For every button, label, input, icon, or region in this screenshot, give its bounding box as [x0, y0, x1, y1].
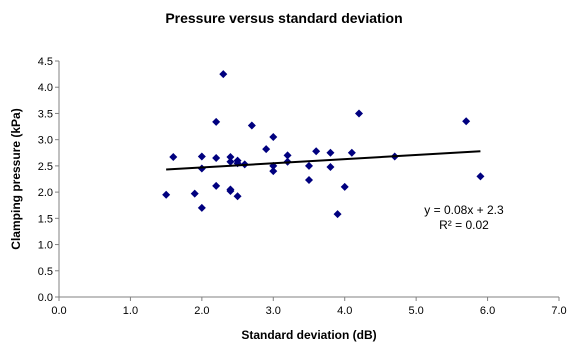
data-point	[333, 210, 342, 219]
data-point	[269, 133, 278, 142]
x-tick-label: 5.0	[408, 305, 423, 317]
trendline-group	[166, 150, 481, 171]
y-tick-label: 2.0	[38, 187, 53, 199]
data-points	[162, 70, 485, 219]
data-point	[169, 152, 178, 161]
trendline	[166, 150, 481, 171]
chart-title: Pressure versus standard deviation	[165, 10, 402, 26]
x-axis-title: Standard deviation (dB)	[241, 328, 376, 342]
x-axis-ticks: 0.0 1.0 2.0 3.0 4.0 5.0 6.0 7.0	[51, 297, 567, 317]
data-point	[212, 154, 221, 163]
data-point	[226, 157, 235, 166]
data-point	[340, 182, 349, 191]
data-point	[190, 189, 199, 198]
data-point	[219, 70, 228, 79]
x-tick-label: 2.0	[194, 305, 209, 317]
x-tick-label: 1.0	[123, 305, 138, 317]
data-point	[347, 148, 356, 157]
trendline-equation: y = 0.08x + 2.3	[424, 203, 504, 217]
y-tick-label: 3.0	[38, 135, 53, 147]
data-point	[162, 190, 171, 199]
y-tick-label: 0.5	[38, 266, 53, 278]
data-point	[197, 152, 206, 161]
x-tick-label: 0.0	[51, 305, 66, 317]
data-point	[326, 148, 335, 157]
data-point	[355, 109, 363, 118]
y-axis-ticks: 0.0 0.5 1.0 1.5 2.0 2.5 3.0 3.5 4.0 4.5	[38, 56, 59, 304]
data-point	[312, 147, 321, 156]
y-axis-title: Clamping pressure (kPa)	[9, 108, 23, 249]
x-tick-label: 3.0	[266, 305, 281, 317]
plot-area	[58, 61, 559, 298]
data-point	[262, 145, 271, 154]
data-point	[212, 181, 221, 190]
data-point	[476, 172, 485, 181]
x-tick-label: 6.0	[480, 305, 495, 317]
y-tick-label: 4.0	[38, 82, 53, 94]
y-tick-label: 3.5	[38, 108, 53, 120]
data-point	[305, 161, 313, 170]
y-tick-label: 0.0	[38, 292, 53, 304]
y-tick-label: 2.5	[38, 161, 53, 173]
y-tick-label: 1.5	[38, 213, 53, 225]
r-squared-label: R² = 0.02	[439, 218, 489, 232]
data-point	[269, 167, 278, 176]
data-point	[197, 203, 206, 212]
data-point	[247, 121, 256, 130]
x-tick-label: 4.0	[337, 305, 352, 317]
y-tick-label: 1.0	[38, 240, 53, 252]
data-point	[283, 151, 292, 160]
data-point	[233, 192, 242, 201]
data-point	[462, 117, 471, 126]
x-tick-label: 7.0	[551, 305, 566, 317]
data-point	[305, 176, 313, 185]
data-point	[226, 187, 235, 196]
data-point	[212, 117, 221, 126]
data-point	[326, 162, 335, 171]
y-tick-label: 4.5	[38, 56, 53, 68]
data-point	[226, 152, 235, 161]
